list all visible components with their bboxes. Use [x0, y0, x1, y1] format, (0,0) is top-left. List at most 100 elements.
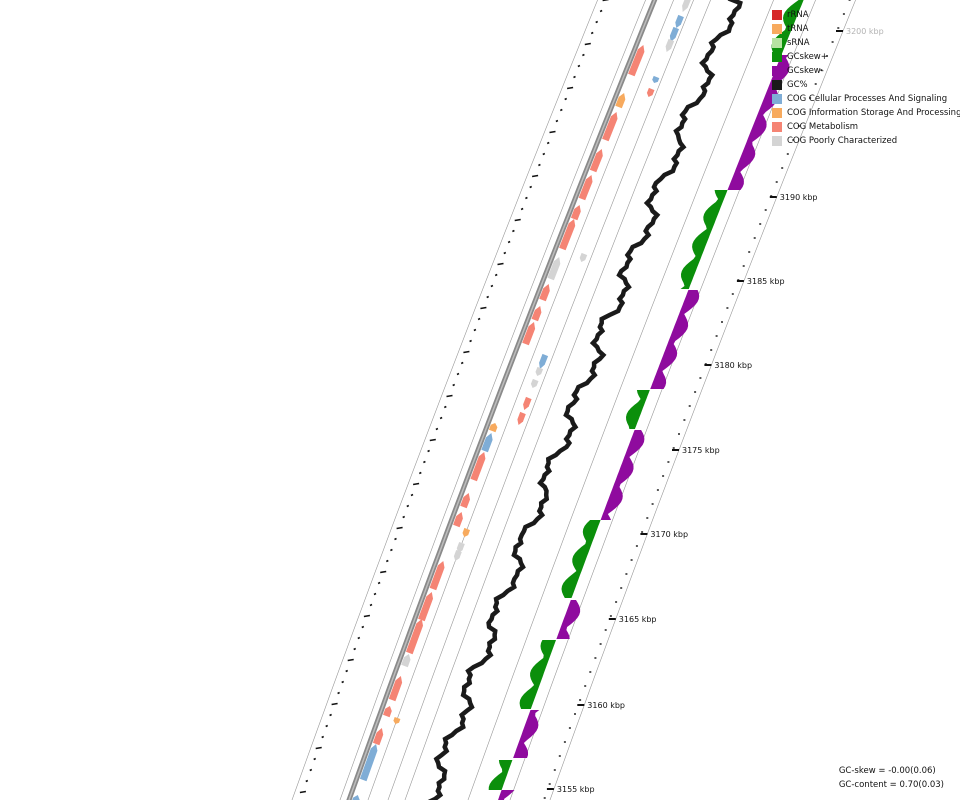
legend-label: COG Information Storage And Processing [787, 108, 960, 118]
ruler-tick [305, 779, 309, 783]
ruler-tick [341, 680, 345, 684]
guide-ring [367, 0, 674, 800]
ruler-tick [337, 691, 340, 695]
ruler-tick [512, 229, 515, 233]
ruler-tick [309, 768, 313, 772]
ruler-tick [602, 0, 609, 2]
ruler-tick [439, 416, 443, 420]
gene-arrow [523, 396, 532, 410]
ruler-tick [418, 471, 422, 475]
gene-arrow [488, 423, 498, 433]
legend-item: sRNA [772, 36, 960, 50]
scale-label: 3180 kbp [714, 361, 752, 370]
ruler-tick [369, 603, 373, 607]
gc-skew-positive [680, 190, 728, 289]
gene-arrow [462, 527, 470, 537]
gene-arrow [602, 112, 618, 142]
gene-arrow [401, 654, 411, 668]
gene-arrow [359, 744, 378, 782]
legend-swatch [772, 122, 782, 132]
ruler-tick [429, 438, 436, 442]
ruler-tick [538, 163, 541, 167]
gene-arrow [388, 676, 403, 702]
gene-arrow [418, 592, 433, 622]
gene-arrow [456, 542, 465, 553]
scale-label: 3170 kbp [650, 530, 688, 539]
gc-content-stat: GC-content = 0.70(0.03) [838, 780, 944, 790]
gene-arrow [615, 93, 626, 109]
ruler-tick [361, 625, 365, 629]
ruler-tick [531, 174, 539, 178]
ruler-tick [590, 31, 594, 35]
ruler-tick [446, 394, 453, 398]
ruler-tick [564, 97, 568, 101]
ruler-tick [486, 295, 490, 299]
guide-ring [404, 0, 711, 800]
ruler-tick [406, 504, 410, 508]
ruler-tick [555, 119, 559, 123]
gc-skew-positive [519, 640, 556, 709]
gene-arrow [535, 366, 544, 376]
ruler-tick [331, 702, 338, 706]
legend-swatch [772, 52, 782, 62]
ruler-tick [345, 669, 349, 673]
ruler-tick [353, 647, 357, 651]
ruler-tick [497, 262, 504, 266]
ruler-tick [347, 658, 354, 662]
gc-skew-negative [650, 290, 700, 389]
scale-label: 3160 kbp [587, 701, 625, 710]
ruler-tick [412, 482, 420, 486]
ruler-tick [377, 581, 381, 585]
gene-arrow [652, 75, 660, 83]
gene-arrow [665, 38, 675, 52]
ruler-tick [559, 108, 563, 112]
ruler-tick [584, 42, 591, 46]
ruler-tick [599, 9, 603, 13]
ruler-tick [582, 53, 585, 57]
gene-arrow [578, 175, 593, 201]
legend-item: tRNA [772, 22, 960, 36]
ruler-tick [542, 152, 546, 156]
legend-swatch [772, 10, 782, 20]
ruler-tick [427, 449, 430, 453]
guide-ring [467, 0, 774, 800]
gene-arrow [579, 252, 588, 262]
gene-arrow [646, 87, 655, 97]
gc-skew-negative [556, 600, 581, 639]
gene-arrow [429, 561, 445, 591]
legend-item: COG Information Storage And Processing [772, 106, 960, 120]
legend-item: COG Poorly Characterized [772, 134, 960, 148]
backbone-highlight [348, 0, 656, 800]
ruler-tick [402, 515, 406, 519]
gene-arrow [547, 257, 561, 281]
stats-panel: GC-skew = -0.00(0.06) GC-content = 0.70(… [839, 764, 944, 792]
gc-content-line [427, 0, 743, 800]
ruler-tick [373, 592, 377, 596]
gene-arrow [539, 353, 549, 369]
legend-item: COG Cellular Processes And Signaling [772, 92, 960, 106]
legend-label: COG Metabolism [787, 122, 859, 132]
ruler-tick [494, 273, 498, 277]
ruler-tick [380, 570, 387, 574]
legend-item: GC% [772, 78, 960, 92]
ruler-tick [549, 130, 556, 134]
gene-arrow [517, 411, 526, 425]
ruler-tick [321, 735, 325, 739]
gene-arrow [406, 619, 423, 655]
ruler-tick [577, 64, 581, 68]
ruler-tick [452, 383, 456, 387]
gene-arrow [481, 433, 493, 453]
legend: rRNA tRNA sRNA GCskew+ GCskew- GC% COG Cellula… [772, 8, 960, 148]
gene-arrow [539, 284, 550, 302]
legend-swatch [772, 66, 782, 76]
ruler-tick [435, 427, 439, 431]
ruler-tick [443, 405, 447, 409]
ruler-tick [385, 559, 389, 563]
ruler-tick [460, 361, 464, 365]
gene-arrow [530, 378, 539, 388]
gc-skew-positive [561, 520, 601, 598]
gc-skew-negative [498, 790, 515, 800]
ruler-tick [529, 185, 533, 189]
ruler-tick [315, 746, 322, 750]
ruler-tick [507, 240, 511, 244]
